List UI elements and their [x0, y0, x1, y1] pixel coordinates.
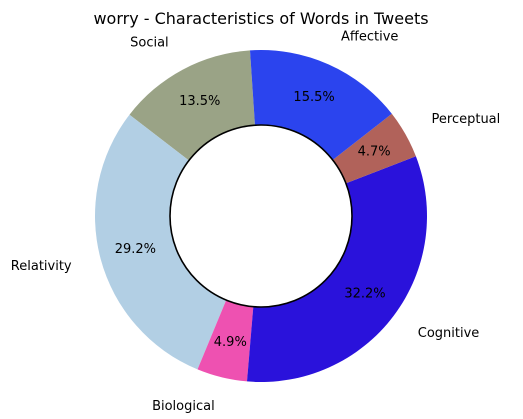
- donut-hole: [169, 124, 353, 308]
- slice-label-biological: Biological: [152, 399, 215, 414]
- slice-label-relativity: Relativity: [11, 259, 72, 274]
- slice-label-social: Social: [130, 36, 169, 51]
- percent-label-perceptual: 4.7%: [358, 144, 391, 159]
- percent-label-biological: 4.9%: [214, 335, 247, 350]
- percent-label-relativity: 29.2%: [115, 242, 156, 257]
- slice-label-perceptual: Perceptual: [432, 112, 501, 127]
- percent-label-social: 13.5%: [179, 94, 220, 109]
- slice-label-affective: Affective: [341, 30, 398, 45]
- percent-label-cognitive: 32.2%: [344, 287, 385, 302]
- percent-label-affective: 15.5%: [293, 90, 334, 105]
- labels-group: Social 13.5% Relativity 29.2% Biological 4.9%…: [11, 30, 500, 414]
- slice-label-cognitive: Cognitive: [418, 326, 480, 341]
- chart-title: worry - Characteristics of Words in Twee…: [93, 9, 428, 28]
